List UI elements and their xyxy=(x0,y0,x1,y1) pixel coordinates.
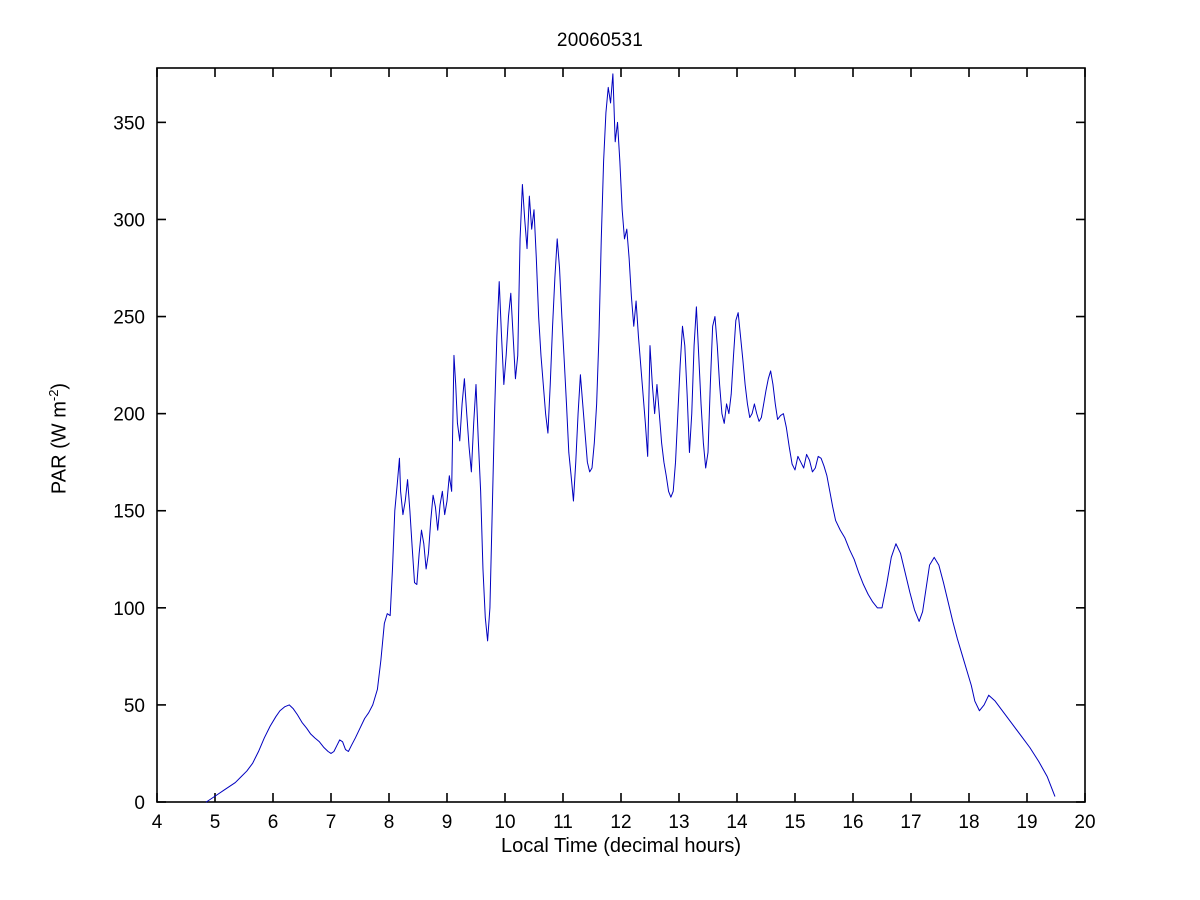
x-tick-label: 16 xyxy=(842,812,863,833)
y-axis-label-tail: ) xyxy=(48,382,71,390)
x-tick-label: 14 xyxy=(726,812,748,833)
y-tick-label: 100 xyxy=(113,599,145,620)
x-tick-label: 17 xyxy=(900,812,921,833)
y-tick-label: 200 xyxy=(113,405,145,426)
x-tick-label: 7 xyxy=(326,812,337,833)
y-axis-label: PAR (W m-2) xyxy=(45,69,72,809)
y-tick-label: 250 xyxy=(113,308,145,329)
data-series-group xyxy=(205,73,1056,803)
x-axis-label: Local Time (decimal hours) xyxy=(500,835,742,857)
x-tick-label: 6 xyxy=(268,812,279,833)
data-line-par xyxy=(205,73,1056,803)
y-axis-ticks: 0 50 100 150 200 250 300 350 xyxy=(113,113,1085,814)
chart-title: 20060531 xyxy=(556,30,644,51)
y-tick-label: 300 xyxy=(113,210,145,231)
y-tick-label: 350 xyxy=(113,113,145,134)
y-tick-label: 150 xyxy=(113,502,145,523)
y-tick-label: 0 xyxy=(134,793,145,814)
x-tick-label: 12 xyxy=(610,812,631,833)
x-tick-label: 10 xyxy=(494,812,515,833)
x-tick-label: 18 xyxy=(958,812,979,833)
x-tick-label: 15 xyxy=(784,812,805,833)
x-tick-label: 13 xyxy=(668,812,689,833)
x-tick-label: 4 xyxy=(152,812,163,833)
x-tick-label: 19 xyxy=(1016,812,1037,833)
x-axis-ticks: 4 5 6 7 8 9 10 11 12 13 14 15 16 17 18 19 20 xyxy=(152,68,1096,833)
y-tick-label: 50 xyxy=(124,696,145,717)
x-tick-label: 8 xyxy=(384,812,395,833)
y-axis-label-main: PAR (W m xyxy=(48,401,71,495)
x-tick-label: 11 xyxy=(553,812,573,833)
y-axis-label-exponent: -2 xyxy=(45,389,61,402)
x-tick-label: 9 xyxy=(442,812,453,833)
x-tick-label: 20 xyxy=(1074,812,1095,833)
x-tick-label: 5 xyxy=(210,812,221,833)
